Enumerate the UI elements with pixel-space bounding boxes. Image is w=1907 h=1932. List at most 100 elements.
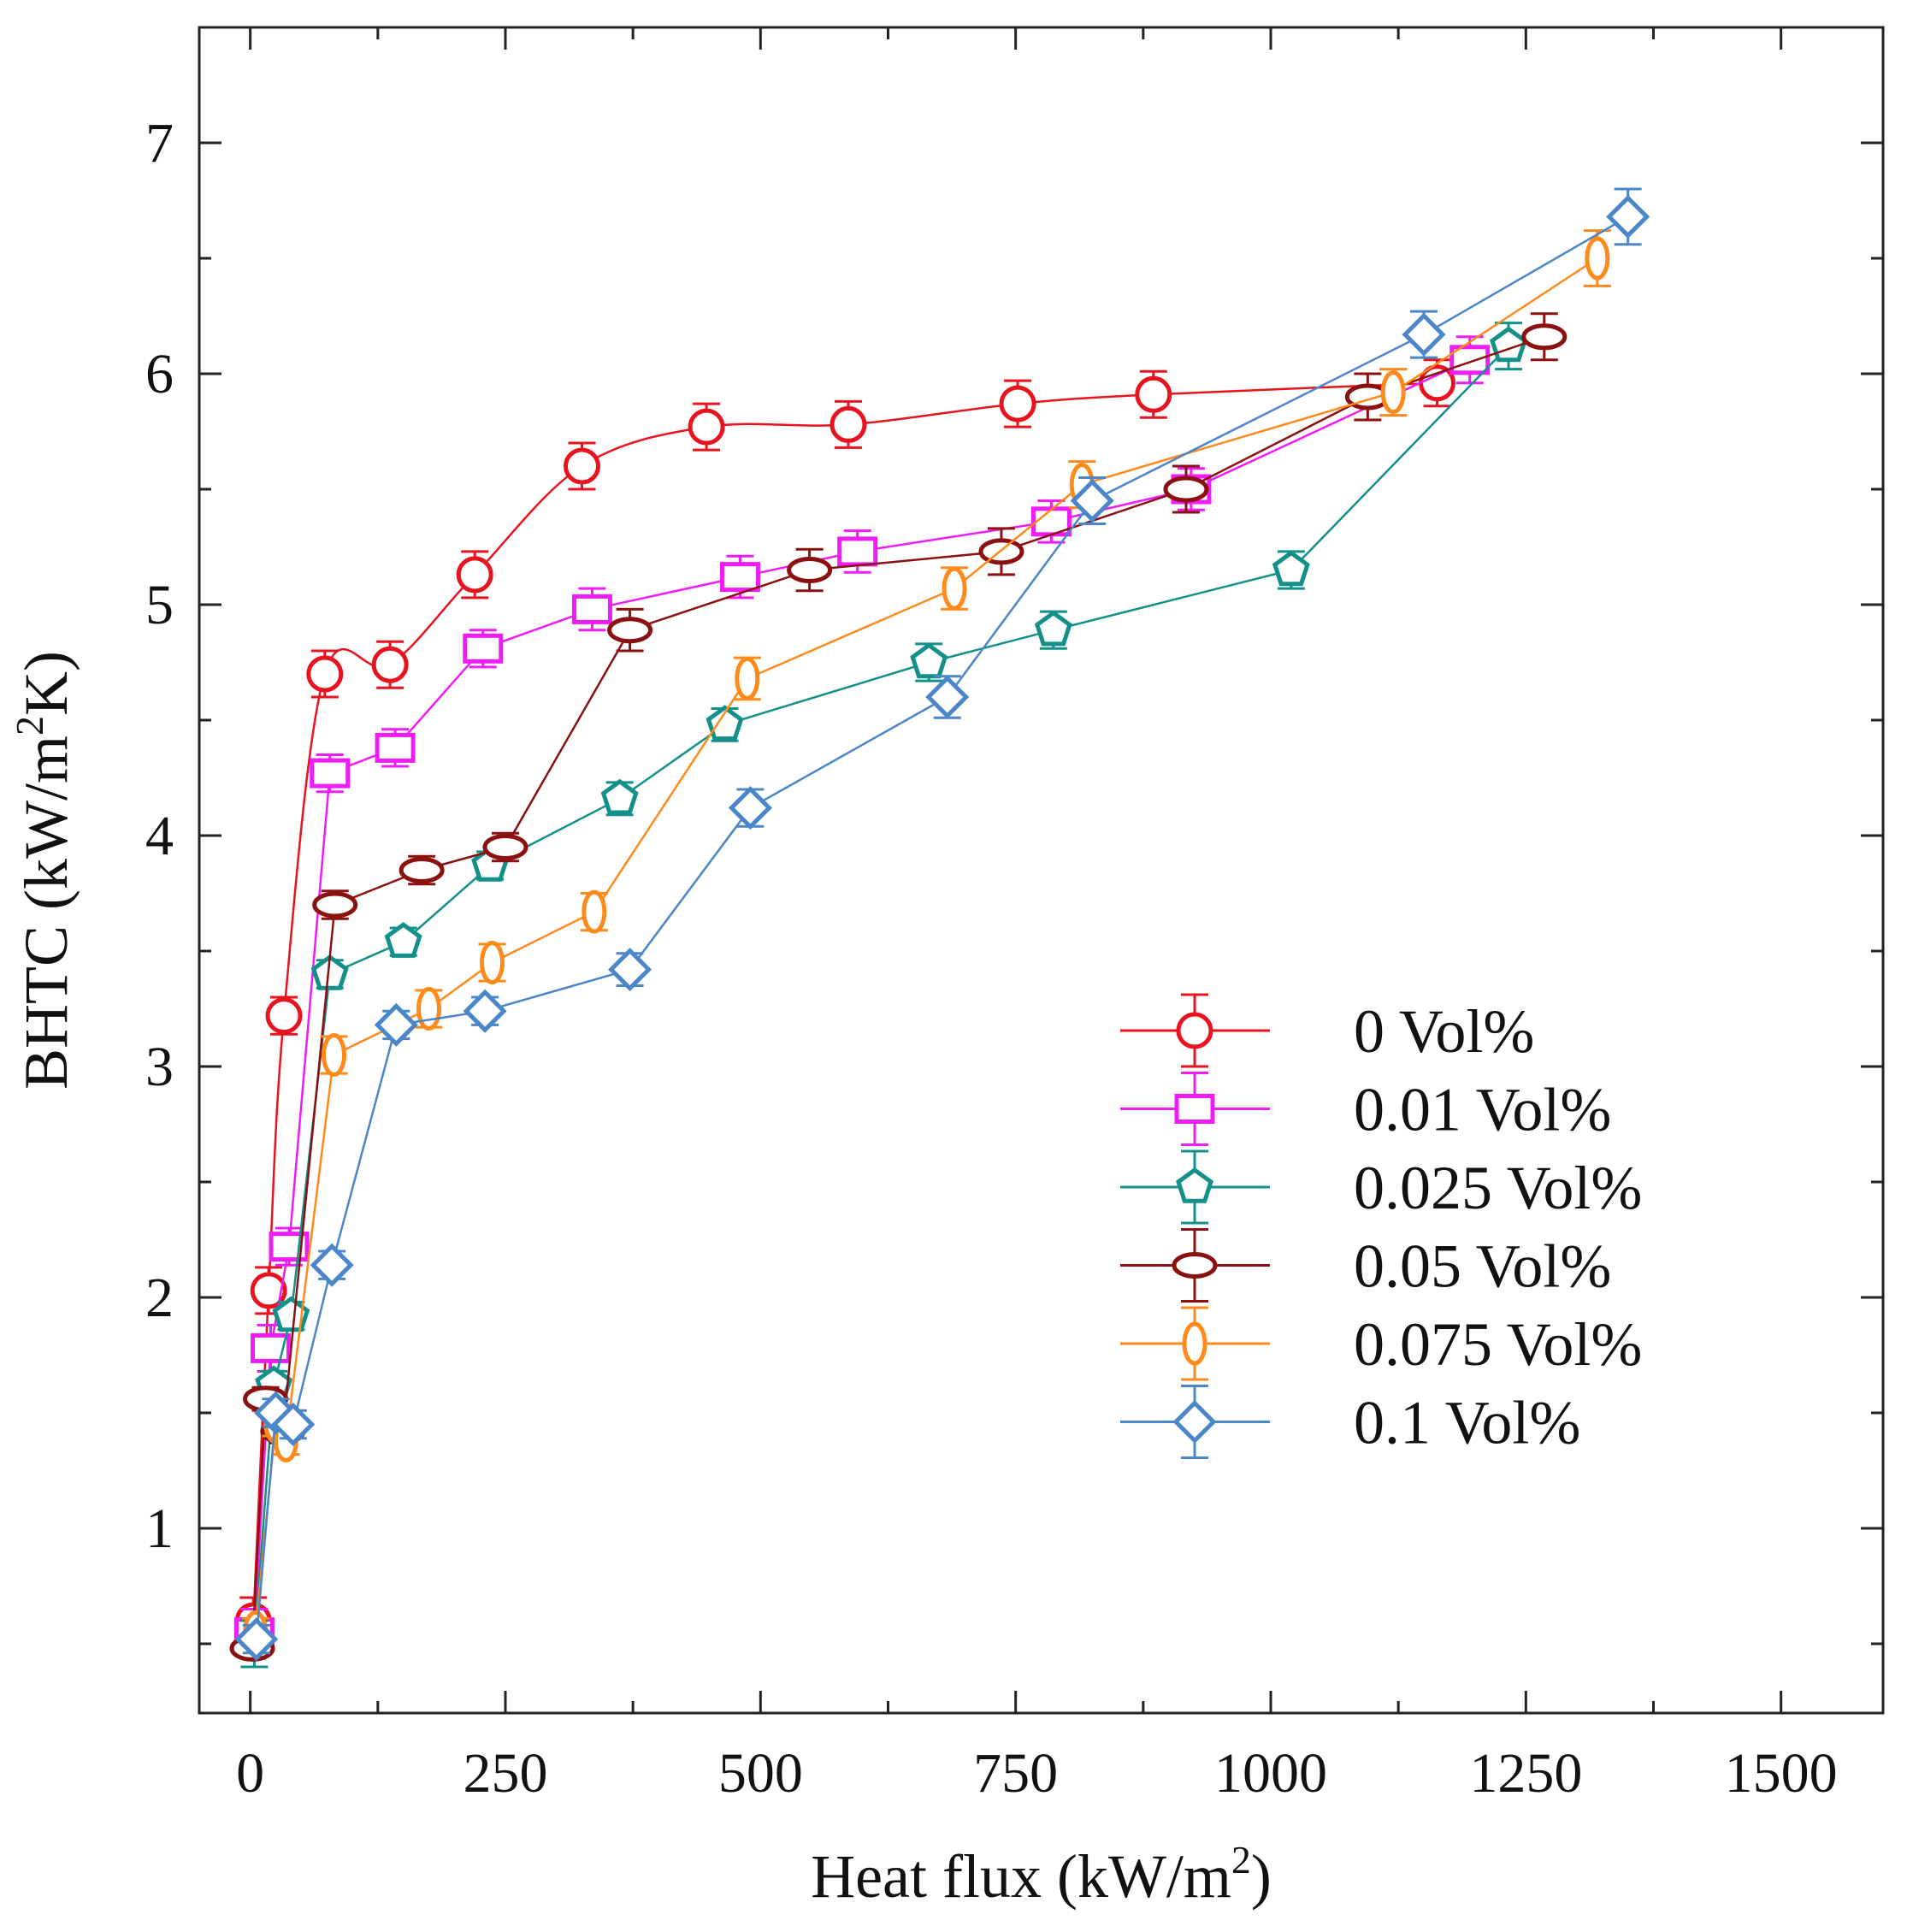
legend-item-5: 0.1 Vol% [1120, 1385, 1580, 1459]
data-point [607, 617, 653, 644]
y-tick-label: 3 [145, 1036, 174, 1098]
data-point [250, 1272, 287, 1309]
legend-label: 0.05 Vol% [1354, 1232, 1611, 1301]
data-point [582, 889, 607, 934]
data-point [463, 633, 504, 664]
x-tick-label: 1250 [1469, 1742, 1582, 1805]
data-point [735, 656, 760, 700]
data-point [728, 786, 772, 830]
data-point [1521, 323, 1568, 351]
data-point [463, 989, 507, 1033]
data-point [234, 1617, 279, 1662]
data-point [271, 1402, 316, 1447]
data-point [322, 1033, 347, 1077]
data-point [375, 732, 416, 763]
legend-marker [1172, 1399, 1217, 1445]
legend-item-0: 0 Vol% [1120, 993, 1534, 1068]
data-point [1402, 312, 1446, 357]
legend-item-2: 0.025 Vol% [1120, 1149, 1642, 1225]
data-point [688, 408, 725, 446]
y-axis-title-superscript: 2 [8, 716, 51, 736]
legend-marker [1174, 1094, 1215, 1124]
data-point [571, 594, 612, 624]
x-tick-label: 250 [463, 1742, 548, 1805]
data-point [787, 557, 833, 583]
x-axis-title-text: Heat flux (kW/m [811, 1842, 1231, 1911]
y-tick-label: 7 [145, 112, 174, 174]
data-point [719, 562, 760, 593]
legend-item-1: 0.01 Vol% [1120, 1072, 1611, 1146]
x-tick-label: 500 [718, 1742, 803, 1805]
data-point [830, 405, 867, 443]
y-tick-label: 2 [145, 1267, 174, 1329]
legend-item-3: 0.05 Vol% [1120, 1228, 1611, 1303]
x-tick-label: 1500 [1725, 1742, 1838, 1805]
series-0 [234, 358, 1456, 1645]
y-axis-title: BHTC (kW/m2K) [8, 651, 80, 1090]
data-point [837, 536, 878, 567]
legend-label: 0 Vol% [1354, 997, 1534, 1066]
x-axis-title-end: ) [1251, 1842, 1272, 1911]
legend-marker [1176, 1012, 1213, 1049]
data-point [272, 1296, 310, 1332]
y-tick-label: 5 [145, 574, 174, 636]
data-point [1034, 610, 1072, 647]
data-point [1163, 476, 1209, 503]
data-point [310, 1243, 354, 1287]
data-point [706, 705, 744, 741]
tick-labels: 0 250 500 750 1000 1250 1500 1 2 3 4 5 6 7 [145, 112, 1838, 1805]
data-point [1585, 236, 1610, 281]
data-point [416, 987, 441, 1031]
data-point [925, 675, 970, 719]
y-tick-label: 4 [145, 805, 174, 867]
data-point [1070, 478, 1114, 523]
data-point [456, 556, 493, 594]
y-axis-title-text: BHTC (kW/m [12, 736, 80, 1090]
data-point [312, 891, 358, 919]
legend-marker [1182, 1321, 1207, 1366]
series-5 [234, 187, 1650, 1662]
data-point [310, 954, 349, 990]
legend-label: 0.075 Vol% [1354, 1310, 1642, 1379]
data-point [384, 922, 422, 958]
series-line [253, 358, 1471, 1633]
data-point [942, 566, 967, 611]
data-point [479, 941, 505, 984]
x-tick-label: 1000 [1214, 1742, 1327, 1805]
data-point [482, 834, 528, 860]
data-point [399, 857, 445, 883]
data-point [310, 758, 351, 789]
legend-item-4: 0.075 Vol% [1120, 1306, 1642, 1381]
data-point [1606, 194, 1650, 239]
axis-ticks [199, 27, 1883, 1713]
data-point [1449, 345, 1491, 375]
data-point [608, 948, 652, 992]
legend-marker [1172, 1252, 1218, 1279]
data-point [306, 655, 344, 693]
data-series-layer [229, 187, 1650, 1669]
legend-label: 0.01 Vol% [1354, 1076, 1611, 1144]
x-tick-label: 750 [973, 1742, 1058, 1805]
y-tick-label: 1 [145, 1498, 174, 1560]
y-tick-label: 6 [145, 343, 174, 405]
data-point [999, 385, 1036, 422]
data-point [374, 1002, 418, 1047]
legend-label: 0.1 Vol% [1354, 1389, 1580, 1457]
x-axis-title: Heat flux (kW/m2) [811, 1838, 1272, 1911]
legend-label: 0.025 Vol% [1354, 1154, 1642, 1222]
data-point [265, 997, 303, 1035]
data-point [600, 778, 639, 815]
data-point [1135, 375, 1172, 413]
legend: 0 Vol% 0.01 Vol% 0.025 Vol% 0.05 Vol% 0.075 … [1120, 993, 1642, 1459]
x-axis-title-superscript: 2 [1231, 1838, 1251, 1882]
data-point [910, 642, 948, 679]
legend-marker [1176, 1167, 1213, 1203]
x-tick-label: 0 [236, 1742, 264, 1805]
data-point [1380, 370, 1406, 415]
y-axis-title-end: K) [12, 651, 80, 716]
plot-frame [198, 26, 1885, 1715]
data-point [1272, 550, 1310, 587]
data-point [371, 646, 409, 683]
